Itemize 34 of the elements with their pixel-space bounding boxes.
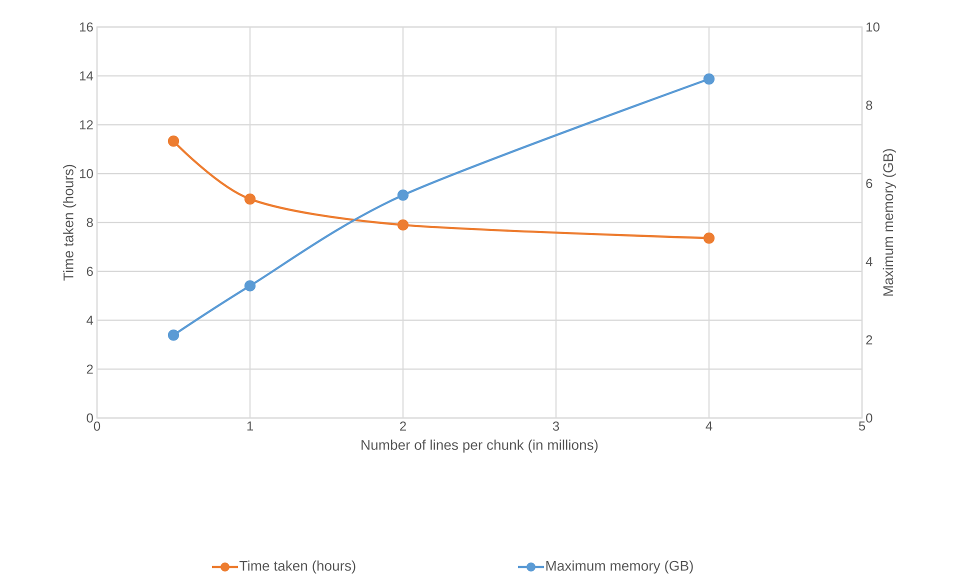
x-tick-label: 5 — [858, 422, 866, 431]
y-axis-title: Time taken (hours) — [63, 164, 76, 281]
y2-tick-label: 4 — [866, 257, 872, 266]
x-tick-label: 1 — [247, 422, 253, 430]
y-tick-label: 10 — [80, 169, 93, 178]
legend-label: Time taken (hours) — [240, 560, 356, 574]
point — [703, 73, 715, 85]
x-tick-label: 2 — [400, 422, 406, 431]
x-tick-label: 4 — [706, 422, 712, 430]
x-tick-label: 0 — [94, 422, 100, 431]
point — [244, 193, 256, 205]
y2-tick-label: 2 — [866, 335, 872, 344]
y2-axis-title: Maximum memory (GB) — [882, 149, 896, 296]
x-axis-title: Number of lines per chunk (in millions) — [362, 440, 598, 453]
y-tick-label: 14 — [80, 71, 94, 80]
y-tick-label: 2 — [86, 364, 93, 374]
y-tick-label: 4 — [86, 316, 94, 325]
y2-tick-label: 10 — [866, 22, 880, 32]
point — [397, 219, 409, 231]
x-tick-label: 3 — [552, 422, 560, 431]
point — [703, 232, 715, 244]
point — [168, 330, 180, 341]
y-tick-label: 12 — [80, 120, 93, 130]
y-tick-label: 0 — [86, 413, 93, 423]
y2-tick-label: 0 — [866, 413, 872, 423]
point — [168, 136, 180, 147]
point — [244, 280, 256, 292]
y-tick-label: 8 — [86, 218, 93, 228]
y-tick-label: 6 — [86, 266, 93, 276]
legend-label: Maximum memory (GB) — [546, 560, 693, 574]
point — [397, 190, 409, 201]
y2-tick-label: 6 — [866, 178, 872, 188]
y-tick-label: 16 — [80, 22, 93, 32]
y2-tick-label: 8 — [866, 100, 872, 110]
